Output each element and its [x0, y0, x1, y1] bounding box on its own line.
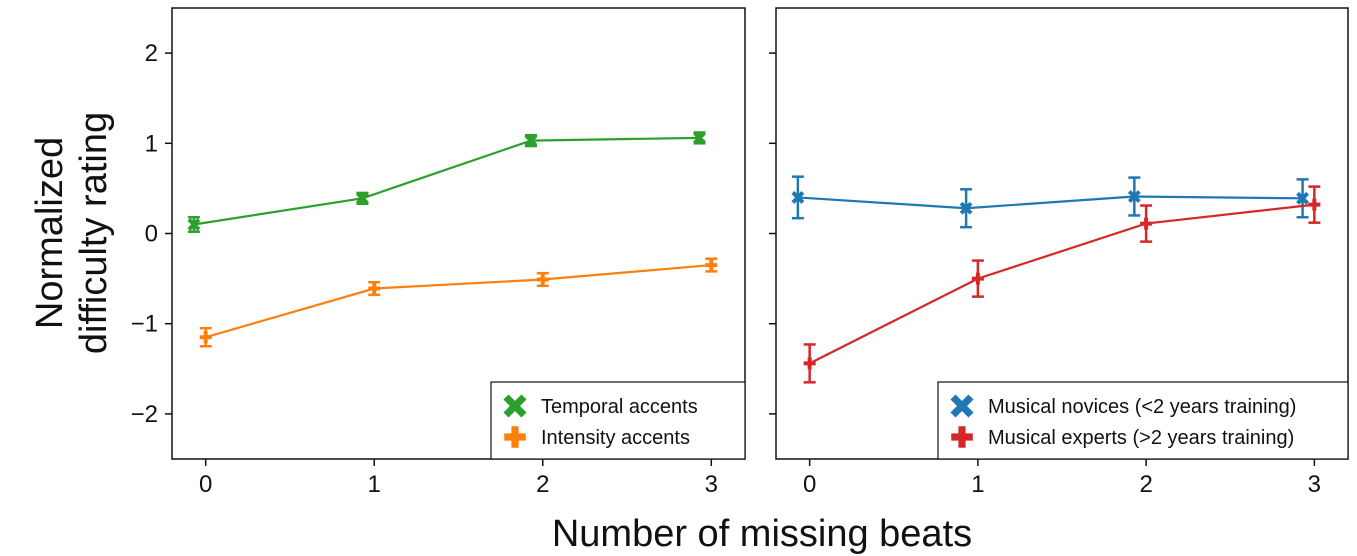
legend-box	[490, 381, 746, 460]
series-line	[205, 263, 712, 339]
data-point	[536, 273, 549, 286]
y-axis-title-line-2: difficulty rating	[73, 112, 115, 354]
y-tick-label: 0	[145, 221, 158, 248]
x-tick-label: 2	[536, 471, 549, 498]
series-2	[199, 257, 718, 348]
series-line	[193, 136, 700, 226]
panel-left: 0 1 2 3 −2 −1 0 1 2 Temporal accents Intensity acc…	[131, 7, 746, 498]
data-point	[368, 282, 381, 295]
y-axis-title-line-1: Normalized	[29, 137, 71, 329]
series-1	[187, 131, 706, 233]
data-point	[803, 357, 816, 370]
y-tick-label: −1	[131, 311, 158, 338]
data-point	[524, 134, 538, 148]
data-point	[1140, 217, 1153, 230]
data-point	[971, 272, 984, 285]
series-2	[803, 185, 1321, 384]
legend-marker	[503, 394, 527, 418]
y-tick-label: −2	[131, 401, 158, 428]
y-tick-label: 2	[145, 40, 158, 67]
legend-marker	[951, 426, 973, 448]
series-1	[791, 175, 1309, 229]
x-tick-label: 0	[199, 471, 212, 498]
legend-label: Musical novices (<2 years training)	[988, 396, 1296, 418]
x-tick-label: 1	[971, 471, 984, 498]
legend-label: Musical experts (>2 years training)	[988, 427, 1294, 449]
series-line	[809, 203, 1315, 365]
data-point	[959, 201, 973, 215]
x-tick-label: 3	[705, 471, 718, 498]
legend-box	[937, 381, 1349, 460]
data-point	[791, 191, 805, 204]
legend-label: Temporal accents	[541, 396, 698, 418]
legend-marker	[950, 394, 974, 418]
x-tick-label: 1	[368, 471, 381, 498]
data-point	[1296, 191, 1309, 205]
data-point	[199, 331, 212, 344]
legend-marker	[504, 426, 526, 448]
x-axis-title: Number of missing beats	[552, 513, 972, 555]
data-point	[705, 259, 718, 272]
legend: Musical novices (<2 years training) Music…	[937, 381, 1349, 460]
series-line	[797, 195, 1303, 210]
legend: Temporal accents Intensity accents	[490, 381, 746, 460]
x-tick-label: 3	[1308, 471, 1321, 498]
data-point	[693, 131, 706, 145]
y-tick-label: 1	[145, 130, 158, 157]
data-point	[1308, 198, 1321, 211]
data-point	[356, 191, 369, 205]
x-tick-label: 2	[1139, 471, 1152, 498]
data-point	[1127, 190, 1141, 203]
legend-label: Intensity accents	[541, 427, 690, 449]
x-tick-label: 0	[803, 471, 816, 498]
data-point	[187, 218, 201, 231]
